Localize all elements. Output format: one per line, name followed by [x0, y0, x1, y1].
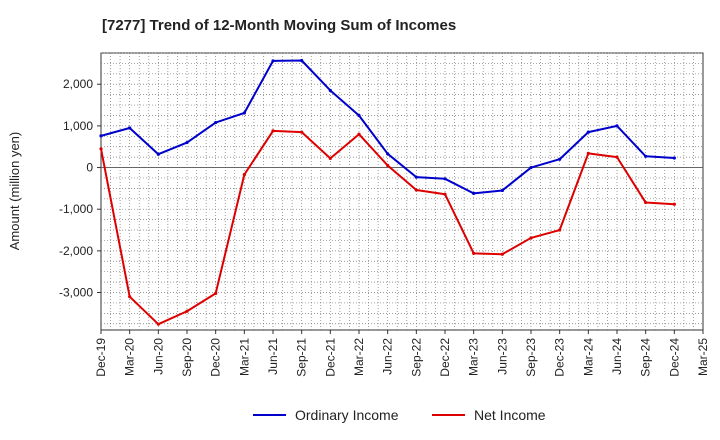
net-income-point — [357, 132, 361, 136]
ordinary-income-point — [185, 140, 189, 145]
x-tick-label: Mar-25 — [696, 338, 710, 376]
ordinary-income-point — [472, 191, 476, 195]
x-tick-label: Jun-24 — [610, 338, 624, 375]
ordinary-income-point — [615, 124, 619, 128]
net-income-point — [214, 291, 218, 295]
x-tick-label: Dec-19 — [94, 338, 108, 377]
ordinary-income-point — [500, 188, 504, 193]
ordinary-income-point — [414, 175, 418, 179]
y-axis-label: Amount (million yen) — [7, 132, 22, 251]
y-tick-label: 1,000 — [63, 119, 93, 133]
net-income-point — [386, 163, 390, 168]
net-income-point — [644, 200, 648, 205]
x-tick-label: Mar-24 — [581, 338, 595, 376]
ordinary-income-point — [357, 113, 361, 118]
x-tick-label: Sep-20 — [180, 338, 194, 377]
y-tick-label: 2,000 — [63, 77, 93, 91]
ordinary-income-point — [558, 157, 562, 161]
ordinary-income-point — [386, 152, 390, 156]
net-income-point — [156, 322, 160, 326]
x-tick-label: Jun-21 — [266, 338, 280, 375]
ordinary-income-point — [644, 154, 648, 158]
x-tick-label: Sep-23 — [524, 338, 538, 377]
net-income-point — [443, 192, 447, 196]
net-income-point — [500, 252, 504, 256]
net-income-point — [472, 251, 476, 255]
ordinary-income-point — [300, 58, 304, 63]
ordinary-income-point — [529, 165, 533, 170]
net-income-point — [328, 156, 332, 160]
x-tick-label: Sep-22 — [409, 338, 423, 377]
legend: Ordinary Income Net Income — [253, 407, 546, 423]
x-tick-label: Jun-23 — [495, 338, 509, 375]
plot-border — [100, 52, 704, 331]
x-tick-label: Dec-20 — [209, 338, 223, 377]
net-income-point — [128, 295, 132, 299]
net-income-point — [672, 202, 676, 206]
ordinary-income-point — [214, 120, 218, 125]
net-income-point — [558, 228, 562, 232]
x-tick-label: Mar-21 — [237, 338, 251, 376]
y-tick-label: 0 — [86, 161, 93, 175]
ordinary-income-point — [99, 134, 103, 138]
net-income-point — [185, 309, 189, 313]
x-tick-label: Jun-22 — [381, 338, 395, 375]
ordinary-income-point — [156, 152, 160, 156]
y-tick-label: -3,000 — [59, 286, 93, 300]
ordinary-income-point — [328, 88, 332, 93]
net-income-point — [271, 129, 275, 133]
x-tick-label: Sep-24 — [639, 338, 653, 377]
legend-label-ordinary-income: Ordinary Income — [295, 407, 399, 423]
x-tick-label: Dec-24 — [667, 338, 681, 377]
net-income-point — [586, 151, 590, 155]
chart-title: [7277] Trend of 12-Month Moving Sum of I… — [102, 17, 456, 34]
net-income-point — [300, 130, 304, 134]
ordinary-income-point — [586, 130, 590, 134]
net-income-point — [99, 147, 103, 151]
x-tick-label: Dec-23 — [553, 338, 567, 377]
x-tick-label: Mar-23 — [467, 338, 481, 376]
plot-area: 2,000 1,000 0 -1,000 -2,000 -3,000 Dec-19 Mar-2… — [59, 52, 710, 377]
y-tick-label: -1,000 — [59, 202, 93, 216]
x-tick-label: Dec-22 — [438, 338, 452, 377]
ordinary-income-point — [242, 111, 246, 115]
x-tick-label: Mar-22 — [352, 338, 366, 376]
net-income-point — [615, 155, 619, 159]
x-tick-label: Mar-20 — [123, 338, 137, 376]
x-tick-label: Sep-21 — [295, 338, 309, 377]
ordinary-income-point — [672, 156, 676, 160]
ordinary-income-point — [443, 177, 447, 181]
ordinary-income-point — [128, 126, 132, 130]
legend-label-net-income: Net Income — [474, 407, 546, 423]
net-income-point — [242, 173, 246, 177]
ordinary-income-point — [271, 59, 275, 63]
x-tick-label: Jun-20 — [151, 338, 165, 375]
x-tick-label: Dec-21 — [323, 338, 337, 377]
y-tick-label: -2,000 — [59, 244, 93, 258]
net-income-point — [529, 236, 533, 240]
net-income-point — [414, 188, 418, 192]
